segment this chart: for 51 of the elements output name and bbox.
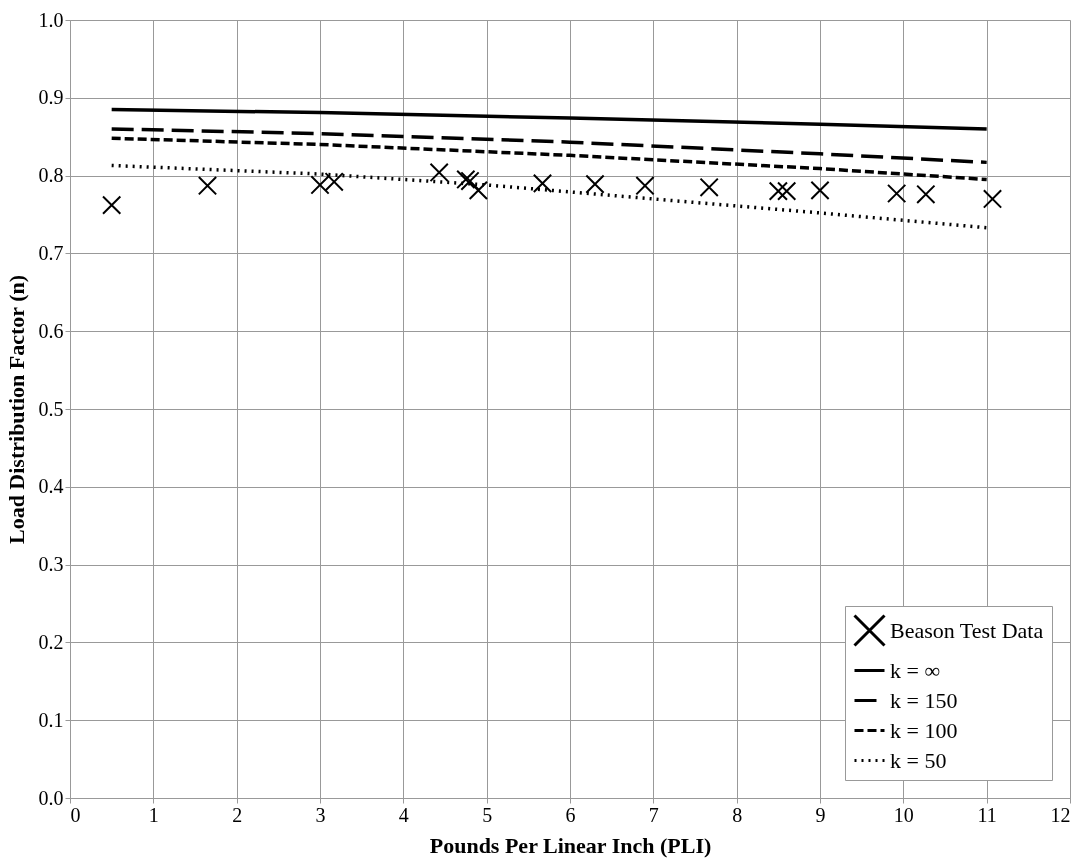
x-tick-label: 9 bbox=[815, 803, 826, 826]
legend-label: k = 50 bbox=[890, 747, 947, 773]
y-tick-label: 0.5 bbox=[38, 397, 64, 420]
point bbox=[310, 175, 330, 195]
x-tick-label: 2 bbox=[232, 803, 243, 826]
line-series bbox=[109, 136, 989, 182]
point bbox=[916, 184, 936, 204]
x-tick-label: 3 bbox=[315, 803, 326, 826]
y-tick-label: 0.3 bbox=[38, 553, 64, 576]
line-series bbox=[109, 107, 989, 131]
legend-label: Beason Test Data bbox=[890, 617, 1044, 643]
x-tick-label: 6 bbox=[565, 803, 576, 826]
point bbox=[324, 172, 344, 192]
point bbox=[810, 180, 830, 201]
y-tick-label: 1.0 bbox=[38, 8, 64, 31]
x-tick-label: 11 bbox=[977, 803, 997, 826]
x-tick-label: 12 bbox=[1050, 803, 1071, 826]
line-series bbox=[109, 127, 989, 165]
point bbox=[699, 177, 719, 197]
x-tick-label: 4 bbox=[398, 803, 409, 826]
point bbox=[768, 181, 788, 201]
y-tick-label: 0.0 bbox=[38, 786, 64, 809]
legend-label: k = ∞ bbox=[890, 657, 941, 683]
point bbox=[468, 180, 488, 201]
y-tick-label: 0.2 bbox=[38, 630, 64, 653]
point bbox=[197, 176, 218, 196]
x-axis-title: Pounds Per Linear Inch (PLI) bbox=[429, 832, 712, 858]
point bbox=[635, 176, 655, 196]
y-tick-label: 0.1 bbox=[38, 708, 64, 731]
x-tick-label: 5 bbox=[482, 803, 493, 826]
x-tick-label: 8 bbox=[732, 803, 743, 826]
y-tick-label: 0.4 bbox=[38, 475, 64, 498]
point bbox=[982, 189, 1003, 209]
point bbox=[585, 174, 605, 194]
legend-label: k = 150 bbox=[890, 687, 958, 713]
y-axis-title: Load Distribution Factor (n) bbox=[3, 274, 29, 545]
x-tick-label: 7 bbox=[648, 803, 659, 826]
legend-label: k = 100 bbox=[890, 717, 958, 743]
x-tick-label: 10 bbox=[893, 803, 914, 826]
y-tick-label: 0.7 bbox=[38, 241, 64, 264]
y-tick-label: 0.9 bbox=[38, 86, 64, 109]
y-tick-label: 0.8 bbox=[38, 164, 64, 187]
point bbox=[429, 162, 449, 183]
point bbox=[532, 173, 553, 194]
line-series bbox=[109, 163, 989, 230]
point bbox=[887, 183, 907, 204]
point bbox=[777, 181, 797, 201]
x-tick-label: 0 bbox=[70, 803, 81, 826]
point bbox=[102, 195, 122, 215]
y-tick-label: 0.6 bbox=[38, 319, 64, 342]
x-tick-label: 1 bbox=[148, 803, 159, 826]
